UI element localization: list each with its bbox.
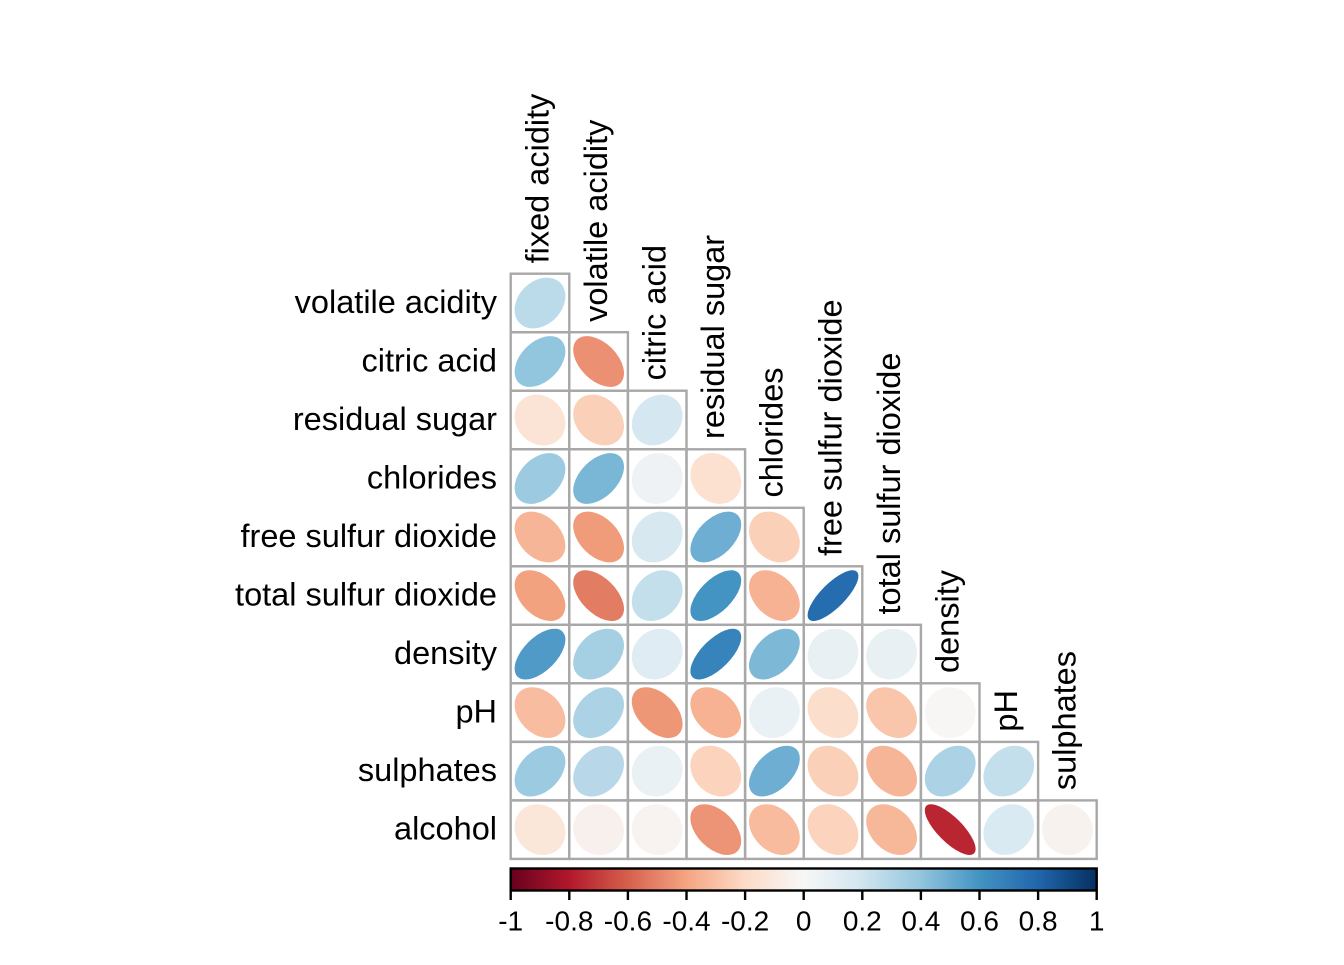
- svg-text:-0.6: -0.6: [604, 906, 652, 937]
- svg-text:volatile acidity: volatile acidity: [578, 119, 614, 322]
- svg-text:chlorides: chlorides: [367, 459, 497, 495]
- svg-text:volatile acidity: volatile acidity: [295, 284, 498, 320]
- svg-text:density: density: [930, 569, 966, 673]
- svg-text:0.2: 0.2: [843, 906, 882, 937]
- svg-text:fixed acidity: fixed acidity: [519, 93, 555, 264]
- svg-text:-1: -1: [498, 906, 523, 937]
- svg-text:alcohol: alcohol: [394, 810, 497, 846]
- svg-text:density: density: [394, 635, 498, 671]
- svg-text:residual sugar: residual sugar: [695, 235, 731, 439]
- svg-text:total sulfur dioxide: total sulfur dioxide: [235, 576, 497, 612]
- svg-text:pH: pH: [455, 693, 497, 729]
- svg-text:pH: pH: [988, 690, 1024, 732]
- svg-text:free sulfur dioxide: free sulfur dioxide: [812, 299, 848, 556]
- svg-text:-0.8: -0.8: [545, 906, 593, 937]
- svg-text:free sulfur dioxide: free sulfur dioxide: [240, 518, 497, 554]
- svg-text:0: 0: [796, 906, 812, 937]
- svg-text:chlorides: chlorides: [754, 367, 790, 497]
- svg-text:0.8: 0.8: [1019, 906, 1058, 937]
- svg-text:residual sugar: residual sugar: [293, 401, 497, 437]
- svg-text:-0.4: -0.4: [662, 906, 710, 937]
- svg-text:citric acid: citric acid: [362, 342, 497, 378]
- svg-text:sulphates: sulphates: [358, 752, 497, 788]
- svg-text:sulphates: sulphates: [1047, 651, 1083, 790]
- svg-text:0.4: 0.4: [901, 906, 940, 937]
- svg-text:total sulfur dioxide: total sulfur dioxide: [871, 353, 907, 615]
- svg-text:citric acid: citric acid: [637, 245, 673, 380]
- svg-text:-0.2: -0.2: [721, 906, 769, 937]
- svg-text:0.6: 0.6: [960, 906, 999, 937]
- svg-text:1: 1: [1089, 906, 1105, 937]
